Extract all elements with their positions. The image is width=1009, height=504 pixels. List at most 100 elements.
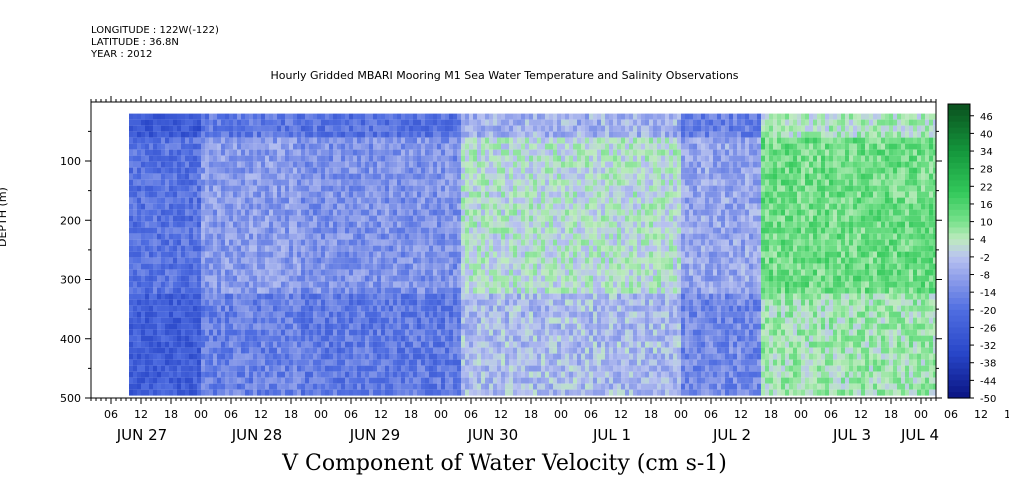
- heatmap-cell: [189, 384, 193, 390]
- heatmap-cell: [213, 330, 217, 336]
- heatmap-cell: [129, 378, 133, 384]
- heatmap-cell: [221, 138, 225, 144]
- heatmap-cell: [409, 390, 413, 396]
- heatmap-cell: [425, 204, 429, 210]
- heatmap-cell: [209, 210, 213, 216]
- heatmap-cell: [145, 126, 149, 132]
- heatmap-cell: [517, 300, 521, 306]
- heatmap-cell: [313, 186, 317, 192]
- heatmap-cell: [333, 378, 337, 384]
- heatmap-cell: [509, 126, 513, 132]
- heatmap-cell: [133, 288, 137, 294]
- heatmap-cell: [325, 258, 329, 264]
- heatmap-cell: [505, 252, 509, 258]
- heatmap-cell: [233, 324, 237, 330]
- heatmap-cell: [285, 264, 289, 270]
- heatmap-cell: [141, 348, 145, 354]
- heatmap-cell: [257, 366, 261, 372]
- heatmap-cell: [185, 156, 189, 162]
- heatmap-cell: [377, 372, 381, 378]
- heatmap-cell: [237, 336, 241, 342]
- heatmap-cell: [349, 132, 353, 138]
- heatmap-cell: [433, 390, 437, 396]
- heatmap-cell: [437, 258, 441, 264]
- heatmap-cell: [281, 234, 285, 240]
- heatmap-cell: [361, 252, 365, 258]
- heatmap-cell: [245, 210, 249, 216]
- heatmap-cell: [537, 312, 541, 318]
- heatmap-cell: [189, 318, 193, 324]
- heatmap-cell: [493, 246, 497, 252]
- heatmap-cell: [325, 222, 329, 228]
- heatmap-cell: [229, 198, 233, 204]
- heatmap-cell: [389, 120, 393, 126]
- heatmap-cell: [305, 300, 309, 306]
- heatmap-cell: [273, 348, 277, 354]
- heatmap-cell: [441, 294, 445, 300]
- heatmap-cell: [477, 354, 481, 360]
- heatmap-cell: [385, 234, 389, 240]
- heatmap-cell: [397, 144, 401, 150]
- heatmap-cell: [145, 234, 149, 240]
- heatmap-cell: [141, 246, 145, 252]
- heatmap-cell: [537, 246, 541, 252]
- heatmap-cell: [453, 330, 457, 336]
- heatmap-cell: [341, 300, 345, 306]
- heatmap-cell: [313, 138, 317, 144]
- heatmap-cell: [245, 336, 249, 342]
- heatmap-cell: [165, 264, 169, 270]
- heatmap-cell: [373, 300, 377, 306]
- heatmap-cell: [417, 138, 421, 144]
- heatmap-cell: [289, 156, 293, 162]
- heatmap-cell: [385, 318, 389, 324]
- heatmap-cell: [185, 132, 189, 138]
- heatmap-cell: [333, 252, 337, 258]
- heatmap-cell: [525, 378, 529, 384]
- heatmap-cell: [429, 246, 433, 252]
- heatmap-cell: [469, 378, 473, 384]
- heatmap-cell: [489, 258, 493, 264]
- heatmap-cell: [233, 186, 237, 192]
- heatmap-cell: [445, 288, 449, 294]
- heatmap-cell: [341, 180, 345, 186]
- heatmap-cell: [469, 180, 473, 186]
- heatmap-cell: [545, 366, 549, 372]
- heatmap-cell: [377, 174, 381, 180]
- heatmap-cell: [445, 234, 449, 240]
- heatmap-cell: [305, 336, 309, 342]
- heatmap-cell: [473, 264, 477, 270]
- heatmap-cell: [373, 186, 377, 192]
- heatmap-cell: [465, 222, 469, 228]
- heatmap-cell: [177, 138, 181, 144]
- heatmap-cell: [185, 228, 189, 234]
- heatmap-cell: [497, 150, 501, 156]
- heatmap-cell: [369, 216, 373, 222]
- heatmap-cell: [549, 318, 553, 324]
- heatmap-cell: [141, 306, 145, 312]
- heatmap-cell: [285, 222, 289, 228]
- heatmap-cell: [193, 318, 197, 324]
- heatmap-cell: [457, 144, 461, 150]
- heatmap-cell: [441, 330, 445, 336]
- heatmap-cell: [181, 234, 185, 240]
- heatmap-cell: [157, 198, 161, 204]
- heatmap-cell: [353, 390, 357, 396]
- heatmap-cell: [445, 156, 449, 162]
- heatmap-cell: [461, 234, 465, 240]
- heatmap-cell: [453, 186, 457, 192]
- heatmap-cell: [357, 288, 361, 294]
- heatmap-cell: [397, 174, 401, 180]
- heatmap-cell: [485, 378, 489, 384]
- heatmap-cell: [325, 354, 329, 360]
- heatmap-cell: [197, 210, 201, 216]
- heatmap-cell: [201, 240, 205, 246]
- heatmap-cell: [173, 126, 177, 132]
- heatmap-cell: [517, 312, 521, 318]
- heatmap-cell: [213, 258, 217, 264]
- heatmap-cell: [417, 384, 421, 390]
- heatmap-cell: [469, 270, 473, 276]
- heatmap-cell: [453, 234, 457, 240]
- heatmap-cell: [397, 276, 401, 282]
- heatmap-cell: [437, 198, 441, 204]
- heatmap-cell: [385, 216, 389, 222]
